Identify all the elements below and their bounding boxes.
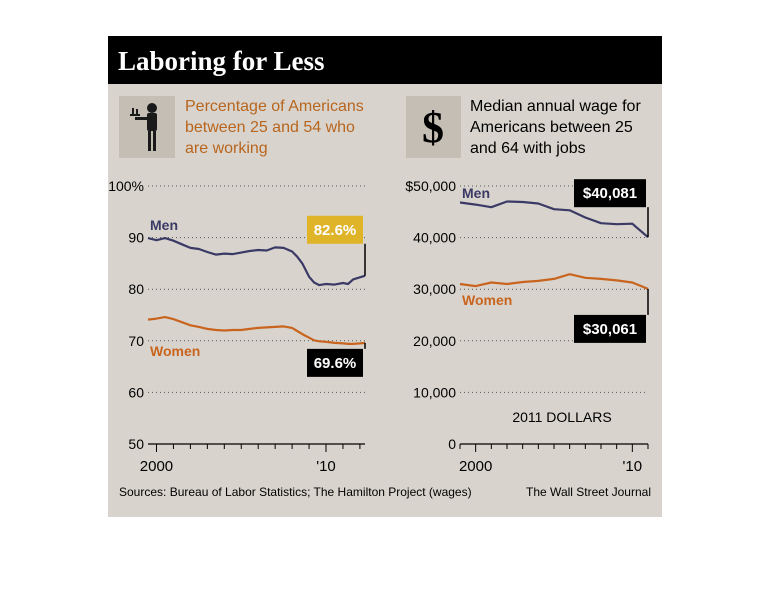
wage-women-series-label: Women bbox=[462, 292, 512, 308]
wage-y-tick-label: $50,000 bbox=[405, 178, 456, 194]
employment-women-line bbox=[147, 316, 366, 345]
wage-men-end-label: $40,081 bbox=[583, 185, 637, 202]
left-subtitle-line-3: are working bbox=[185, 140, 268, 157]
sources-note: Sources: Bureau of Labor Statistics; The… bbox=[119, 485, 472, 499]
wage-women-end-label-box bbox=[574, 314, 646, 343]
charts-canvas: 100% 90 80 70 60 50 2000 '10 Men 82.6% Women 69.6% $… bbox=[108, 178, 649, 475]
left-subtitle-line-1: Percentage of Americans bbox=[185, 98, 364, 115]
wage-y-tick-label: 30,000 bbox=[413, 281, 456, 297]
left-subtitle-line-2: between 25 and 54 who bbox=[185, 119, 355, 136]
employment-y-tick-label: 80 bbox=[128, 281, 144, 297]
employment-men-end-label: 82.6% bbox=[314, 222, 357, 239]
credit-note: The Wall Street Journal bbox=[526, 485, 651, 499]
wage-units-note: 2011 DOLLARS bbox=[512, 409, 611, 425]
wage-women-line bbox=[459, 273, 649, 290]
infographic: Laboring for Less Percentage of American… bbox=[108, 36, 662, 517]
employment-x-tick-label: 2000 bbox=[140, 458, 173, 475]
employment-x-tick-label: '10 bbox=[316, 458, 336, 475]
left-chart-subtitle: Percentage of Americans between 25 and 5… bbox=[185, 96, 364, 159]
wage-x-tick-label: '10 bbox=[623, 458, 643, 475]
dollar-icon-box: $ bbox=[406, 96, 461, 158]
right-subtitle-line-1: Median annual wage for bbox=[470, 98, 641, 115]
wage-men-line bbox=[459, 200, 649, 239]
right-subtitle-line-3: and 64 with jobs bbox=[470, 140, 586, 157]
employment-y-tick-label: 50 bbox=[128, 436, 144, 452]
wage-women-end-label: $30,061 bbox=[583, 321, 637, 338]
graphic-title: Laboring for Less bbox=[118, 46, 325, 76]
employment-women-end-label: 69.6% bbox=[314, 355, 357, 372]
worker-icon-box bbox=[119, 96, 175, 158]
employment-y-tick-label: 90 bbox=[128, 230, 144, 246]
employment-y-tick-label: 60 bbox=[128, 384, 144, 400]
employment-women-series-label: Women bbox=[150, 343, 200, 359]
title-bar: Laboring for Less bbox=[108, 36, 662, 84]
employment-men-series-label: Men bbox=[150, 217, 178, 233]
svg-text:$: $ bbox=[422, 103, 444, 152]
employment-men-end-label-box bbox=[307, 215, 363, 244]
employment-women-end-label-box bbox=[307, 348, 363, 377]
wage-x-tick-label: 2000 bbox=[459, 458, 492, 475]
wage-men-end-label-box bbox=[574, 179, 646, 208]
employment-y-tick-label: 70 bbox=[128, 333, 144, 349]
employment-men-line bbox=[147, 237, 366, 287]
wage-y-tick-label: 20,000 bbox=[413, 333, 456, 349]
worker-icon bbox=[130, 103, 157, 151]
wage-y-tick-label: 0 bbox=[448, 436, 456, 452]
dollar-icon: $ bbox=[422, 103, 444, 152]
wage-y-tick-label: 40,000 bbox=[413, 230, 456, 246]
right-chart-subtitle: Median annual wage for Americans between… bbox=[470, 96, 641, 159]
wage-y-tick-label: 10,000 bbox=[413, 384, 456, 400]
right-subtitle-line-2: Americans between 25 bbox=[470, 119, 633, 136]
employment-y-tick-label: 100% bbox=[108, 178, 144, 194]
wage-men-series-label: Men bbox=[462, 185, 490, 201]
